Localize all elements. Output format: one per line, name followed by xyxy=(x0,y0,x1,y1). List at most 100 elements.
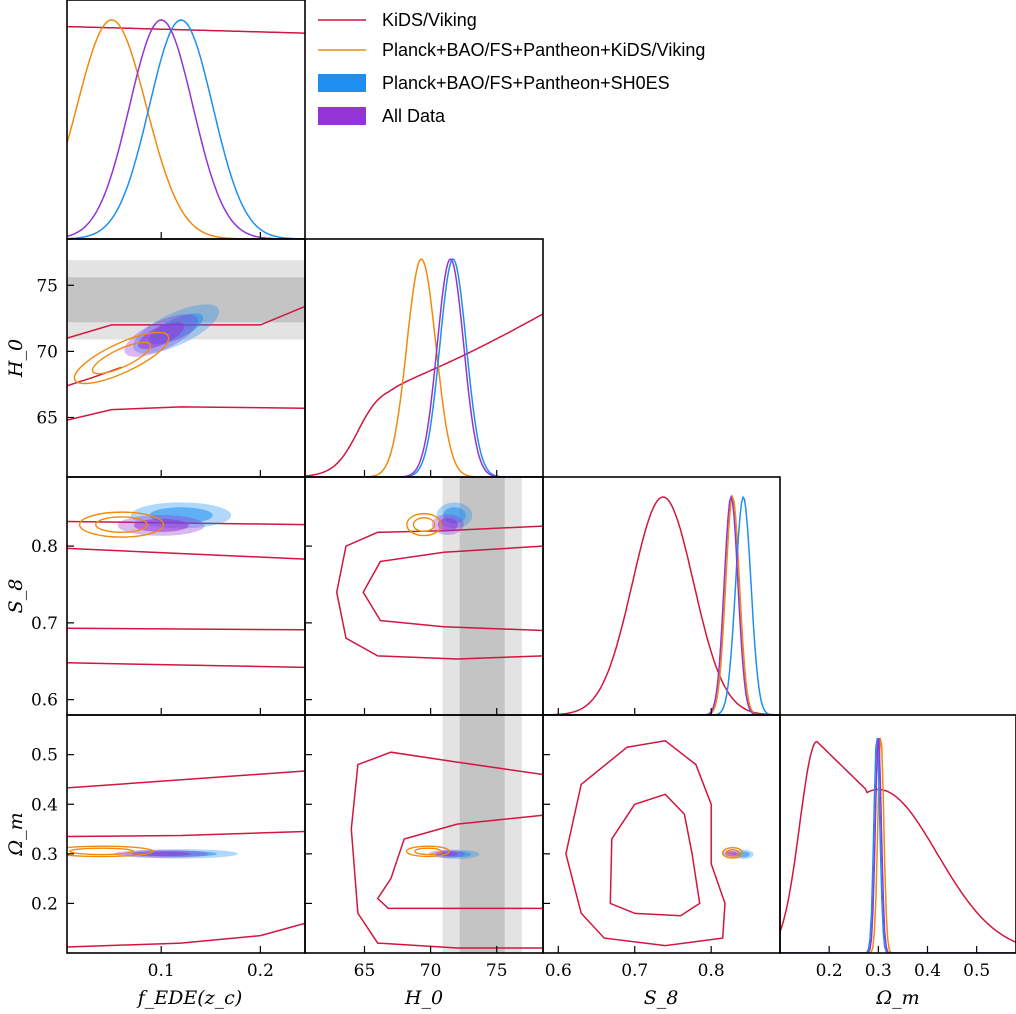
marginal-h0 xyxy=(305,258,543,477)
marginal-curve xyxy=(780,740,1016,943)
y-tick-label: 0.8 xyxy=(31,537,58,557)
x-tick-label: 70 xyxy=(420,961,442,981)
kids-contours xyxy=(565,740,726,947)
y-tick-label: 0.3 xyxy=(31,845,58,865)
marginal-curve xyxy=(543,494,780,715)
h0-band-inner xyxy=(459,477,505,715)
legend-swatch-patch xyxy=(318,107,366,125)
kids-contour-line xyxy=(67,830,305,838)
marginal-curve xyxy=(67,19,305,239)
x-tick-label: 75 xyxy=(486,961,508,981)
legend-item: Planck+BAO/FS+Pantheon+KiDS/Viking xyxy=(318,40,705,60)
planck-kids-contour-outer xyxy=(67,845,154,858)
panel-frame-r0-c0 xyxy=(66,0,306,240)
y-tick-label: 70 xyxy=(36,342,58,362)
h0-band-vertical xyxy=(442,715,522,953)
marginal-curve xyxy=(305,313,543,477)
y-tick-label: 65 xyxy=(36,409,58,429)
contours-om_h0 xyxy=(405,845,480,860)
marginal-curve xyxy=(543,496,780,715)
marginal-curve xyxy=(780,737,1016,953)
all-contour-inner xyxy=(137,322,185,349)
marginal-s8 xyxy=(543,494,780,715)
kids-contour-line xyxy=(67,770,305,789)
planck-kids-contour-inner xyxy=(91,341,152,375)
x-tick-label: 0.3 xyxy=(865,961,892,981)
panel-frame-r3-c0 xyxy=(66,714,306,954)
y-tick-label: 0.5 xyxy=(31,746,58,766)
y-axis-title-h0: H_0 xyxy=(5,339,27,378)
y-tick-label: 0.4 xyxy=(31,795,58,815)
y-tick-label: 0.6 xyxy=(31,691,58,711)
kids-contour-line xyxy=(67,406,305,421)
legend: KiDS/Viking Planck+BAO/FS+Pantheon+KiDS/V… xyxy=(318,10,705,126)
x-tick-label: 0.8 xyxy=(698,961,725,981)
legend-item: KiDS/Viking xyxy=(318,10,477,30)
y-tick-label: 0.7 xyxy=(31,614,58,634)
all-contour-inner xyxy=(131,851,191,857)
planck-kids-contour-inner xyxy=(725,848,740,857)
marginal-curve xyxy=(67,25,305,34)
planck-kids-contour-inner xyxy=(412,517,436,533)
marginal-curve xyxy=(305,258,543,477)
kids-contour-line xyxy=(376,814,543,910)
panel-frame-r3-c3 xyxy=(779,714,1016,954)
contours-s8_h0 xyxy=(406,502,473,537)
planck-kids-contour-outer xyxy=(721,846,744,859)
kids-contour-line xyxy=(67,547,305,560)
x-tick-label: 0.5 xyxy=(963,961,990,981)
kids-contour-line xyxy=(67,922,305,948)
planck-kids-contour-inner xyxy=(69,847,135,856)
legend-label: Planck+BAO/FS+Pantheon+KiDS/Viking xyxy=(382,40,705,60)
contours-h0_fede xyxy=(73,304,220,385)
planck-kids-contour-outer xyxy=(73,331,170,385)
x-tick-label: 0.2 xyxy=(816,961,843,981)
marginal-curve xyxy=(67,19,305,239)
legend-swatch-patch xyxy=(318,74,366,92)
planck-kids-contour-inner xyxy=(95,516,149,533)
x-tick-label: 65 xyxy=(354,961,376,981)
legend-label: All Data xyxy=(382,106,446,126)
kids-contour-line xyxy=(67,662,305,669)
x-tick-label: 0.6 xyxy=(545,961,572,981)
x-axis-title-fede: f_EDE(z_c) xyxy=(136,987,242,1009)
panel-frame-r1-c1 xyxy=(304,238,544,478)
kids-contours xyxy=(67,770,305,948)
kids-contour-line xyxy=(565,740,726,947)
y-axis-title-s8: S_8 xyxy=(5,579,27,614)
all-contour-inner xyxy=(437,518,458,532)
x-tick-label: 0.1 xyxy=(148,961,175,981)
kids-contour-line xyxy=(362,545,543,632)
kids-contour-line xyxy=(67,627,305,631)
kids-contour-line xyxy=(609,793,701,917)
y-tick-label: 75 xyxy=(36,276,58,296)
x-tick-label: 0.4 xyxy=(914,961,941,981)
marginal-fede xyxy=(67,19,305,239)
x-axis-title-om: Ω_m xyxy=(875,987,919,1009)
planck-kids-contour-inner xyxy=(414,847,442,856)
y-tick-label: 0.2 xyxy=(31,894,58,914)
marginal-curve xyxy=(543,494,780,715)
contours-om_s8 xyxy=(721,846,754,860)
panel-frame-r3-c2 xyxy=(542,714,781,954)
legend-item: All Data xyxy=(318,106,446,126)
x-tick-label: 0.2 xyxy=(247,961,274,981)
x-tick-label: 0.7 xyxy=(621,961,648,981)
legend-item: Planck+BAO/FS+Pantheon+SH0ES xyxy=(318,73,670,93)
legend-label: Planck+BAO/FS+Pantheon+SH0ES xyxy=(382,73,670,93)
marginal-curve xyxy=(780,737,1016,953)
y-axis-title-om: Ω_m xyxy=(5,812,27,856)
x-axis-title-h0: H_0 xyxy=(404,987,443,1009)
contours-s8_fede xyxy=(78,502,232,538)
x-axis-title-s8: S_8 xyxy=(644,987,679,1009)
marginal-om xyxy=(780,737,1016,953)
marginal-curve xyxy=(780,737,1016,953)
marginal-curve xyxy=(543,495,780,715)
marginal-curve xyxy=(67,19,305,239)
planck-kids-contour-outer xyxy=(406,512,442,537)
all-contour-inner xyxy=(133,518,189,532)
planck-kids-contour-outer xyxy=(405,845,451,858)
kids-contours xyxy=(67,520,305,669)
h0-band-inner xyxy=(459,715,505,953)
